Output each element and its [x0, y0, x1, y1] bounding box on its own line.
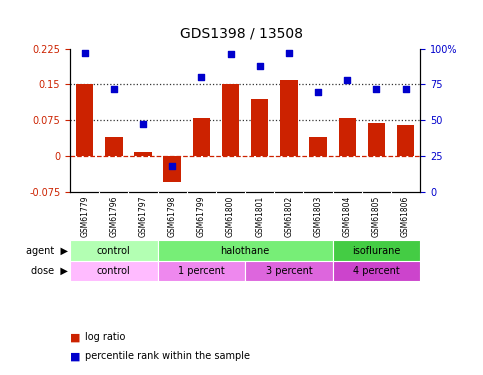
Text: 4 percent: 4 percent	[353, 266, 400, 276]
Bar	[157, 240, 333, 261]
Bar	[193, 118, 210, 156]
Text: GSM61801: GSM61801	[255, 195, 264, 237]
Bar	[339, 118, 356, 156]
Bar	[163, 156, 181, 182]
Text: GDS1398 / 13508: GDS1398 / 13508	[180, 26, 303, 40]
Text: ■: ■	[70, 351, 81, 361]
Text: GSM61797: GSM61797	[139, 195, 147, 237]
Bar	[397, 125, 414, 156]
Text: GSM61799: GSM61799	[197, 195, 206, 237]
Bar	[333, 261, 420, 281]
Text: GSM61798: GSM61798	[168, 195, 177, 237]
Text: percentile rank within the sample: percentile rank within the sample	[85, 351, 250, 361]
Bar	[333, 240, 420, 261]
Text: GSM61796: GSM61796	[109, 195, 118, 237]
Text: 3 percent: 3 percent	[266, 266, 313, 276]
Bar	[309, 137, 327, 156]
Text: GSM61800: GSM61800	[226, 195, 235, 237]
Point	[227, 51, 234, 57]
Text: GSM61804: GSM61804	[343, 195, 352, 237]
Text: 1 percent: 1 percent	[178, 266, 225, 276]
Bar	[157, 261, 245, 281]
Bar	[105, 137, 123, 156]
Point	[314, 88, 322, 94]
Bar	[368, 123, 385, 156]
Bar	[245, 261, 333, 281]
Point	[343, 77, 351, 83]
Point	[198, 74, 205, 80]
Text: isoflurane: isoflurane	[352, 246, 400, 256]
Bar	[251, 99, 269, 156]
Text: halothane: halothane	[221, 246, 270, 256]
Text: GSM61802: GSM61802	[284, 195, 293, 237]
Text: GSM61779: GSM61779	[80, 195, 89, 237]
Bar	[222, 84, 239, 156]
Text: GSM61805: GSM61805	[372, 195, 381, 237]
Text: ■: ■	[70, 333, 81, 342]
Bar	[280, 80, 298, 156]
Text: control: control	[97, 266, 131, 276]
Point	[168, 163, 176, 169]
Point	[110, 86, 118, 92]
Text: GSM61803: GSM61803	[313, 195, 323, 237]
Text: log ratio: log ratio	[85, 333, 125, 342]
Bar	[134, 152, 152, 156]
Text: dose  ▶: dose ▶	[31, 266, 68, 276]
Text: GSM61806: GSM61806	[401, 195, 410, 237]
Bar	[76, 84, 93, 156]
Point	[81, 50, 88, 56]
Point	[139, 122, 147, 128]
Point	[256, 63, 264, 69]
Point	[285, 50, 293, 56]
Bar	[70, 261, 157, 281]
Text: agent  ▶: agent ▶	[26, 246, 68, 256]
Point	[372, 86, 380, 92]
Bar	[70, 240, 157, 261]
Point	[402, 86, 410, 92]
Text: control: control	[97, 246, 131, 256]
